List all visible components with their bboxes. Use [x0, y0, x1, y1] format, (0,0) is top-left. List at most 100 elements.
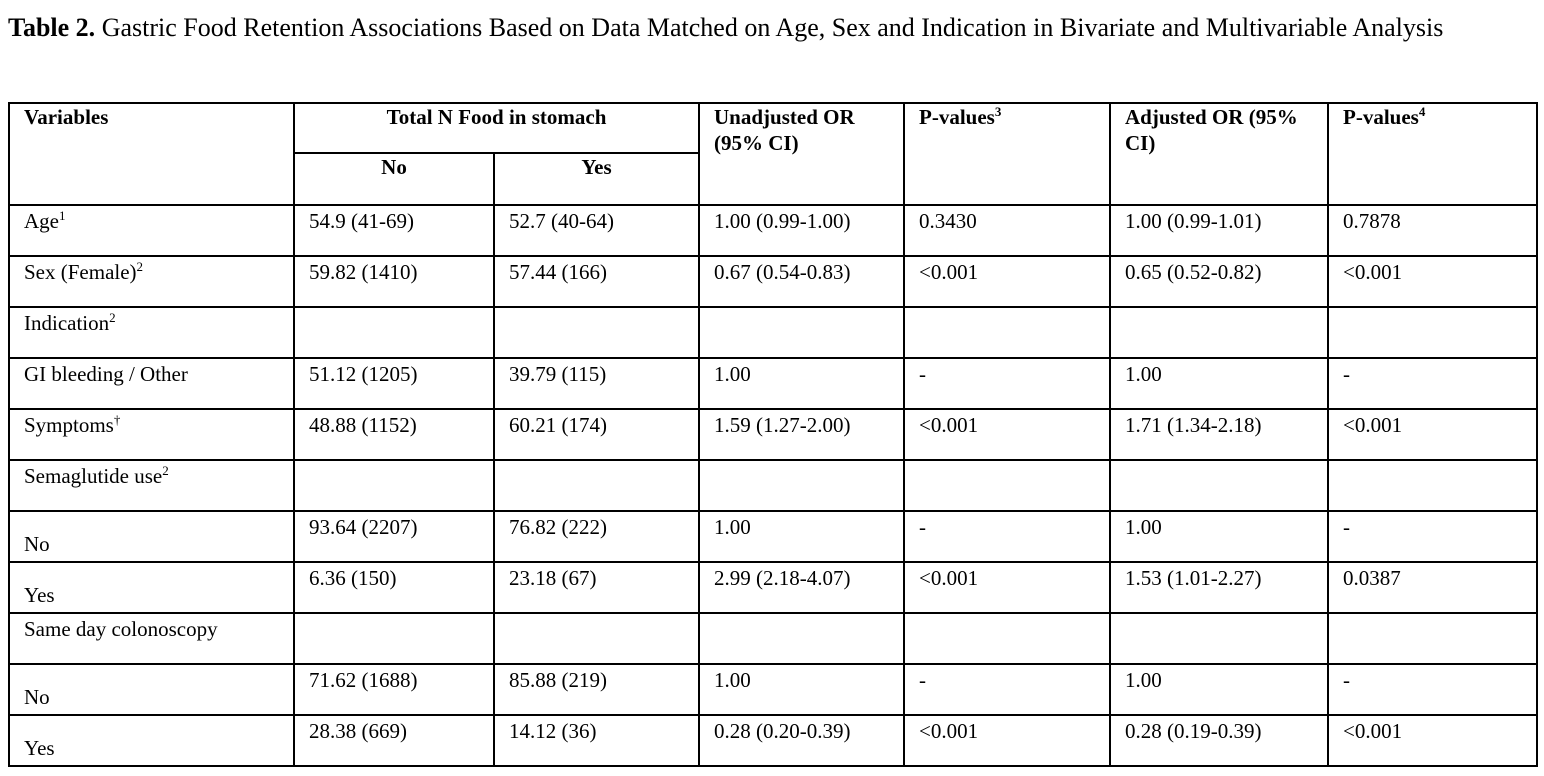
variable-label: No — [24, 685, 50, 709]
cell-adjusted-or: 0.28 (0.19-0.39) — [1109, 714, 1330, 767]
table-body: Age1 54.9 (41-69) 52.7 (40-64) 1.00 (0.99-1… — [8, 204, 1539, 767]
variable-footnote-marker: 2 — [162, 463, 169, 478]
variable-label: Sex (Female) — [24, 260, 137, 284]
cell-p-value-4: - — [1327, 510, 1539, 563]
cell-p-value-3: <0.001 — [903, 561, 1112, 614]
header-no: No — [293, 152, 495, 206]
variable-label: No — [24, 532, 50, 556]
cell-p-value-3: <0.001 — [903, 714, 1112, 767]
table-row: Semaglutide use2 — [8, 459, 1539, 512]
cell-p-value-3: <0.001 — [903, 408, 1112, 461]
cell-adjusted-or — [1109, 459, 1330, 512]
cell-no: 71.62 (1688) — [293, 663, 495, 716]
cell-p-value-4: 0.7878 — [1327, 204, 1539, 257]
table-row: No 93.64 (2207) 76.82 (222) 1.00-1.00- — [8, 510, 1539, 563]
cell-variable: Semaglutide use2 — [8, 459, 295, 512]
cell-yes: 52.7 (40-64) — [492, 204, 701, 257]
table-row: Sex (Female)2 59.82 (1410) 57.44 (166) 0.67… — [8, 255, 1539, 308]
table-row: No 71.62 (1688) 85.88 (219) 1.00-1.00- — [8, 663, 1539, 716]
cell-no — [293, 612, 495, 665]
cell-p-value-3: - — [903, 510, 1112, 563]
variable-label: Symptoms — [24, 413, 114, 437]
cell-unadjusted-or: 0.28 (0.20-0.39) — [698, 714, 906, 767]
variable-label: Yes — [24, 583, 55, 607]
cell-p-value-3 — [903, 459, 1112, 512]
table-row: Yes 28.38 (669) 14.12 (36) 0.28 (0.20-0.39)… — [8, 714, 1539, 767]
header-total-n-food: Total N Food in stomach — [292, 102, 701, 154]
cell-adjusted-or — [1109, 306, 1330, 359]
cell-yes: 60.21 (174) — [492, 408, 701, 461]
cell-yes: 85.88 (219) — [492, 663, 701, 716]
cell-variable: Symptoms† — [8, 408, 295, 461]
cell-no — [293, 306, 495, 359]
cell-p-value-4: <0.001 — [1327, 255, 1539, 308]
cell-unadjusted-or — [698, 306, 906, 359]
header-p-values-4: P-values4 — [1327, 102, 1539, 206]
cell-unadjusted-or: 1.59 (1.27-2.00) — [698, 408, 906, 461]
variable-label: Semaglutide use — [24, 464, 163, 488]
cell-p-value-4: - — [1327, 663, 1539, 716]
cell-unadjusted-or: 1.00 — [698, 510, 906, 563]
table-row: Yes 6.36 (150) 23.18 (67) 2.99 (2.18-4.07) <… — [8, 561, 1539, 614]
cell-no: 54.9 (41-69) — [293, 204, 495, 257]
cell-unadjusted-or: 1.00 — [698, 357, 906, 410]
cell-variable: Yes — [8, 561, 295, 614]
variable-footnote-marker: † — [113, 412, 121, 427]
header-row-2: No Yes — [9, 152, 1537, 206]
cell-p-value-4: <0.001 — [1327, 714, 1539, 767]
variable-label: GI bleeding / Other — [24, 362, 188, 386]
cell-adjusted-or — [1109, 612, 1330, 665]
table-row: Symptoms† 48.88 (1152) 60.21 (174) 1.59 (1.… — [8, 408, 1539, 461]
cell-variable: Sex (Female)2 — [8, 255, 295, 308]
table-row: Indication2 — [8, 306, 1539, 359]
cell-yes: 57.44 (166) — [492, 255, 701, 308]
cell-yes — [492, 459, 701, 512]
cell-no: 28.38 (669) — [293, 714, 495, 767]
cell-no: 59.82 (1410) — [293, 255, 495, 308]
cell-p-value-3: - — [903, 663, 1112, 716]
cell-p-value-4 — [1327, 459, 1539, 512]
cell-no: 51.12 (1205) — [293, 357, 495, 410]
cell-variable: GI bleeding / Other — [8, 357, 295, 410]
cell-variable: Age1 — [8, 204, 295, 257]
header-row-1: Variables Total N Food in stomach Unadju… — [8, 102, 1539, 206]
variable-label: Indication — [24, 311, 110, 335]
table-caption: Table 2. Gastric Food Retention Associat… — [8, 2, 1528, 54]
cell-yes: 76.82 (222) — [492, 510, 701, 563]
cell-no: 48.88 (1152) — [293, 408, 495, 461]
cell-p-value-4 — [1327, 306, 1539, 359]
cell-adjusted-or: 1.00 — [1109, 510, 1330, 563]
header-p-values-4-sup: 4 — [1418, 104, 1426, 119]
caption-label: Table 2. — [8, 13, 96, 42]
cell-p-value-4: <0.001 — [1327, 408, 1539, 461]
header-p-values-3: P-values3 — [903, 102, 1112, 206]
cell-p-value-3 — [903, 612, 1112, 665]
header-unadjusted-or: Unadjusted OR (95% CI) — [698, 102, 906, 206]
header-adjusted-or: Adjusted OR (95% CI) — [1109, 102, 1330, 206]
cell-variable: No — [8, 510, 295, 563]
cell-adjusted-or: 1.53 (1.01-2.27) — [1109, 561, 1330, 614]
header-p-values-3-text: P-values — [919, 105, 995, 129]
header-variables: Variables — [8, 102, 295, 206]
cell-adjusted-or: 1.00 — [1109, 663, 1330, 716]
cell-no: 6.36 (150) — [293, 561, 495, 614]
results-table: Variables Total N Food in stomach Unadju… — [8, 102, 1539, 767]
variable-label: Age — [24, 209, 59, 233]
variable-footnote-marker: 2 — [136, 259, 144, 274]
table-row: Age1 54.9 (41-69) 52.7 (40-64) 1.00 (0.99-1… — [8, 204, 1539, 257]
cell-unadjusted-or: 0.67 (0.54-0.83) — [698, 255, 906, 308]
cell-adjusted-or: 0.65 (0.52-0.82) — [1109, 255, 1330, 308]
cell-p-value-3 — [903, 306, 1112, 359]
cell-p-value-4: - — [1327, 357, 1539, 410]
cell-unadjusted-or — [698, 612, 906, 665]
variable-label: Same day colonoscopy — [24, 617, 218, 641]
cell-yes: 39.79 (115) — [492, 357, 701, 410]
variable-footnote-marker: 2 — [109, 310, 116, 325]
cell-p-value-4 — [1327, 612, 1539, 665]
cell-yes: 14.12 (36) — [492, 714, 701, 767]
cell-unadjusted-or: 2.99 (2.18-4.07) — [698, 561, 906, 614]
variable-label: Yes — [24, 736, 55, 760]
cell-variable: Indication2 — [8, 306, 295, 359]
cell-p-value-3: <0.001 — [903, 255, 1112, 308]
cell-no — [293, 459, 495, 512]
